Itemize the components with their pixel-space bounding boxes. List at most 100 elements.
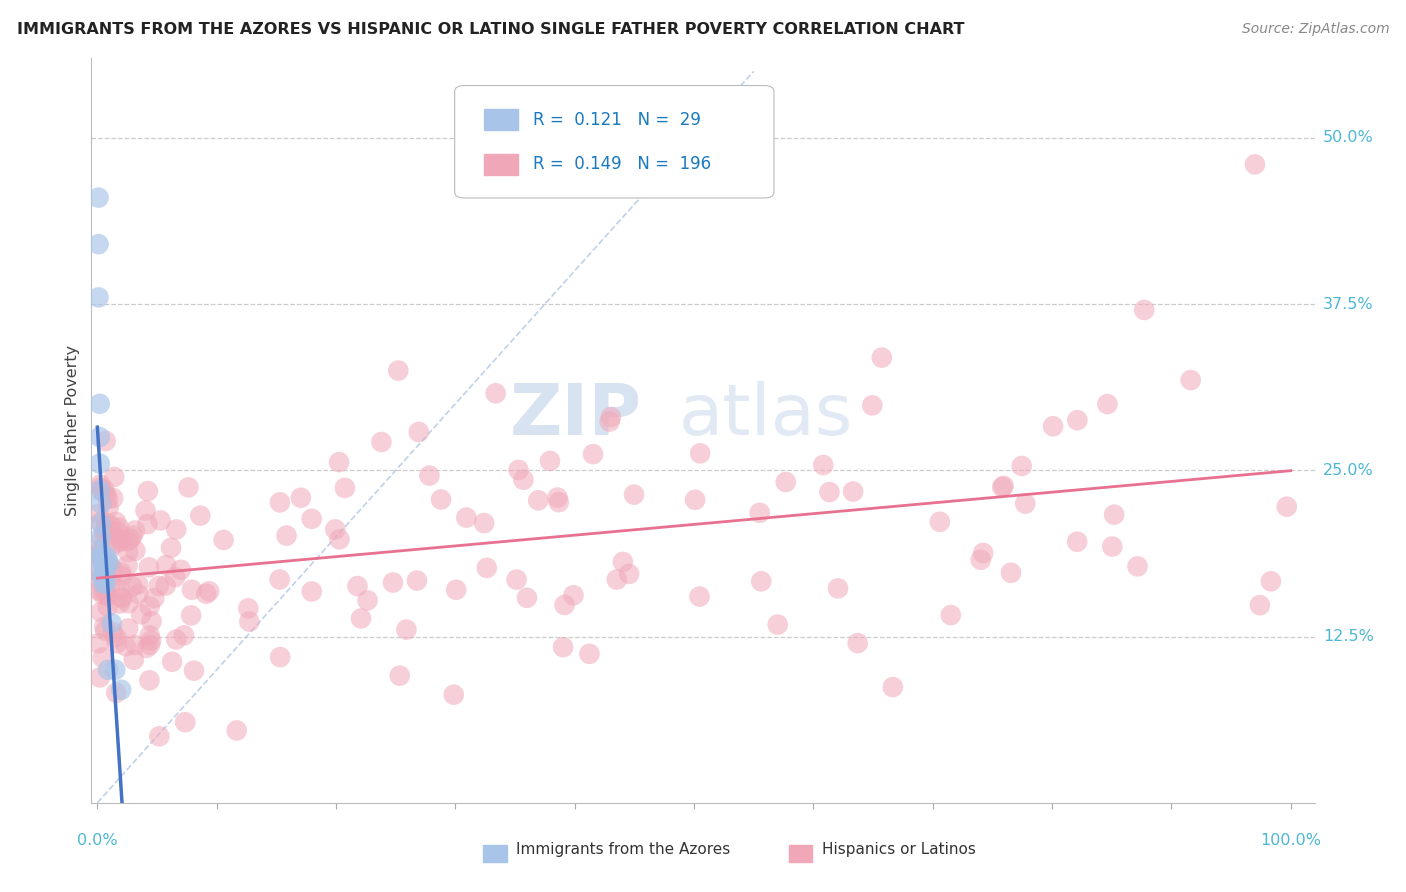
Point bbox=[562, 588, 585, 602]
Point bbox=[290, 491, 312, 505]
Point bbox=[91, 553, 114, 567]
Point bbox=[165, 523, 187, 537]
Point bbox=[1014, 497, 1036, 511]
Point bbox=[91, 650, 114, 665]
Point bbox=[1244, 157, 1267, 171]
Point bbox=[87, 566, 110, 580]
Point bbox=[623, 488, 645, 502]
Point bbox=[1000, 566, 1022, 580]
Point bbox=[94, 526, 117, 541]
Point bbox=[87, 583, 110, 598]
Text: 0.0%: 0.0% bbox=[77, 833, 118, 848]
Text: ZIP: ZIP bbox=[509, 381, 643, 450]
Point bbox=[105, 515, 128, 529]
Point bbox=[87, 574, 110, 589]
Point bbox=[617, 566, 640, 581]
Point bbox=[323, 523, 346, 537]
Point bbox=[148, 579, 170, 593]
Point bbox=[1133, 302, 1156, 317]
Point bbox=[301, 512, 323, 526]
Point bbox=[100, 616, 122, 631]
Point bbox=[813, 458, 835, 472]
Text: 25.0%: 25.0% bbox=[1323, 463, 1374, 478]
Point bbox=[121, 529, 143, 543]
Point bbox=[89, 550, 111, 565]
Point bbox=[104, 663, 127, 677]
Point bbox=[547, 495, 569, 509]
Point bbox=[110, 682, 132, 697]
Point bbox=[818, 485, 841, 500]
Point bbox=[97, 501, 120, 516]
Point bbox=[387, 363, 409, 377]
Point bbox=[97, 663, 120, 677]
Point bbox=[101, 491, 124, 505]
Point bbox=[91, 570, 114, 584]
Point bbox=[269, 573, 291, 587]
Point bbox=[1097, 397, 1119, 411]
Point bbox=[547, 491, 569, 505]
Point bbox=[94, 624, 117, 638]
Point bbox=[882, 680, 904, 694]
Point bbox=[1102, 508, 1125, 522]
Point bbox=[91, 563, 114, 577]
Point bbox=[842, 484, 865, 499]
Point bbox=[382, 575, 405, 590]
Point bbox=[1101, 540, 1123, 554]
Text: 50.0%: 50.0% bbox=[1323, 130, 1374, 145]
Point bbox=[94, 557, 117, 571]
Point bbox=[100, 575, 122, 590]
Point bbox=[87, 543, 110, 558]
Point bbox=[346, 579, 368, 593]
Point bbox=[90, 605, 112, 619]
Point bbox=[91, 549, 114, 564]
Point bbox=[107, 524, 129, 539]
Point bbox=[143, 591, 166, 606]
Text: R =  0.121   N =  29: R = 0.121 N = 29 bbox=[533, 111, 700, 128]
Point bbox=[90, 497, 112, 511]
Point bbox=[972, 546, 994, 560]
Point bbox=[87, 548, 110, 562]
Point bbox=[134, 503, 156, 517]
Text: atlas: atlas bbox=[679, 381, 853, 450]
Point bbox=[136, 517, 159, 532]
Point bbox=[108, 597, 131, 611]
Text: 12.5%: 12.5% bbox=[1323, 629, 1374, 644]
Point bbox=[1011, 458, 1033, 473]
Point bbox=[138, 560, 160, 574]
Point bbox=[90, 543, 112, 558]
Point bbox=[105, 686, 128, 700]
Point bbox=[100, 524, 122, 538]
Point bbox=[527, 493, 550, 508]
Point bbox=[827, 582, 849, 596]
Point bbox=[554, 598, 576, 612]
Bar bbox=[484, 154, 519, 175]
Point bbox=[124, 638, 146, 652]
Point bbox=[117, 545, 139, 559]
Point bbox=[96, 516, 118, 530]
Point bbox=[91, 587, 114, 601]
Point bbox=[108, 521, 131, 535]
Point bbox=[301, 584, 323, 599]
Point bbox=[136, 484, 159, 499]
Point bbox=[177, 480, 200, 494]
Point bbox=[350, 611, 373, 625]
Point bbox=[1260, 574, 1282, 589]
Point bbox=[512, 473, 534, 487]
Point bbox=[370, 435, 392, 450]
Point bbox=[98, 557, 121, 571]
Point bbox=[993, 479, 1015, 493]
Point bbox=[160, 655, 183, 669]
Point bbox=[212, 533, 235, 547]
Point bbox=[124, 543, 146, 558]
Point bbox=[160, 541, 183, 555]
Point bbox=[775, 475, 797, 489]
Point bbox=[516, 591, 538, 605]
Point bbox=[129, 607, 152, 622]
Point bbox=[90, 516, 112, 531]
Point bbox=[89, 547, 111, 561]
Point bbox=[174, 715, 197, 730]
Bar bbox=[789, 845, 813, 863]
Point bbox=[149, 513, 172, 527]
Point bbox=[122, 653, 145, 667]
Point bbox=[406, 574, 429, 588]
